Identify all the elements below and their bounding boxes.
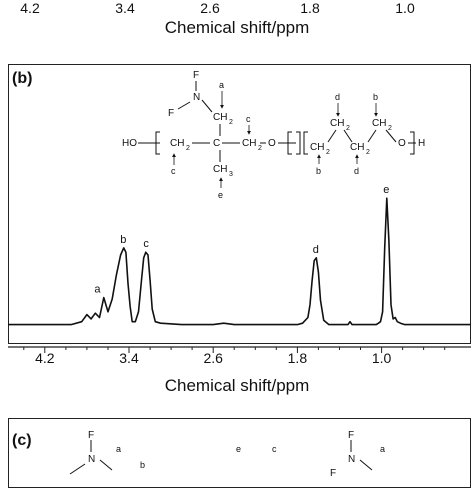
- top-tick-label: 2.6: [200, 0, 220, 16]
- structure-atom: C: [213, 138, 220, 149]
- structure-marker: b: [140, 460, 145, 470]
- peak-label: c: [143, 238, 149, 250]
- structure-atom: N: [88, 454, 95, 465]
- structure-atom: CH: [310, 142, 324, 153]
- structure-atom: F: [348, 430, 354, 441]
- peak-label: a: [94, 284, 101, 296]
- panel-b-label: (b): [12, 70, 33, 87]
- chemical-structure-c: F N F N F a b e c a: [69, 430, 385, 478]
- structure-atom: N: [348, 454, 355, 465]
- x-tick-labels-b: 4.2 3.4 2.6 1.8 1.0: [0, 350, 474, 370]
- structure-marker: a: [116, 444, 121, 454]
- structure-marker: c: [246, 114, 251, 124]
- structure-atom: CH: [350, 142, 364, 153]
- structure-marker: a: [380, 444, 385, 454]
- panel-b-frame: [8, 64, 471, 344]
- structure-marker: c: [272, 444, 277, 454]
- x-axis-title-b: Chemical shift/ppm: [164, 376, 310, 395]
- peak-label: b: [120, 234, 126, 246]
- nmr-spectrum-b: a b c d e: [8, 184, 471, 353]
- structure-marker: c: [171, 166, 176, 176]
- top-tick-label: 1.0: [395, 0, 415, 16]
- x-tick-label: 1.8: [287, 350, 308, 366]
- top-axis-strip: 4.2 3.4 2.6 1.8 1.0 Chemical shift/ppm: [0, 0, 474, 60]
- structure-marker: d: [335, 92, 340, 102]
- structure-atom: O: [398, 138, 406, 149]
- top-tick-label: 4.2: [20, 0, 40, 16]
- structure-marker: e: [218, 190, 223, 200]
- structure-atom: CH: [372, 118, 386, 129]
- x-tick-label: 4.2: [35, 350, 55, 366]
- structure-subscript: 2: [326, 149, 330, 156]
- structure-subscript: 2: [346, 125, 350, 132]
- top-tick-label: 3.4: [115, 0, 135, 16]
- structure-marker: b: [316, 166, 321, 176]
- structure-subscript: 2: [186, 145, 190, 152]
- structure-atom: CH: [170, 138, 184, 149]
- structure-end-left: HO: [122, 138, 137, 149]
- structure-subscript: 2: [366, 149, 370, 156]
- structure-atom: F: [330, 468, 336, 478]
- structure-subscript: 2: [388, 125, 392, 132]
- structure-subscript: 3: [229, 171, 233, 178]
- x-tick-label: 1.0: [371, 350, 392, 366]
- structure-subscript: 2: [258, 145, 262, 152]
- top-x-axis-title: Chemical shift/ppm: [164, 18, 310, 37]
- peak-label: d: [313, 244, 319, 256]
- structure-marker: d: [354, 166, 359, 176]
- structure-atom: CH: [330, 118, 344, 129]
- structure-end-right: H: [418, 138, 425, 149]
- peak-label: e: [383, 184, 389, 196]
- structure-subscript: 2: [229, 119, 233, 126]
- structure-marker: a: [219, 80, 224, 90]
- structure-atom: CH: [213, 164, 227, 175]
- panel-c-label: (c): [12, 432, 32, 449]
- structure-marker: e: [236, 444, 241, 454]
- structure-atom: CH: [213, 112, 227, 123]
- spectrum-line: [8, 197, 471, 326]
- x-tick-label: 2.6: [203, 350, 223, 366]
- structure-atom: N: [193, 92, 200, 103]
- top-tick-label: 1.8: [300, 0, 320, 16]
- x-tick-label: 3.4: [119, 350, 139, 366]
- structure-marker: b: [373, 92, 378, 102]
- structure-atom: O: [268, 138, 276, 149]
- structure-atom: F: [168, 108, 174, 119]
- structure-atom: F: [193, 70, 199, 81]
- structure-atom: F: [88, 430, 94, 441]
- chemical-structure-b: F N F HO CH 2 C CH 2 CH 2 O CH 3 CH 2 CH…: [122, 70, 425, 200]
- structure-atom: CH: [242, 138, 256, 149]
